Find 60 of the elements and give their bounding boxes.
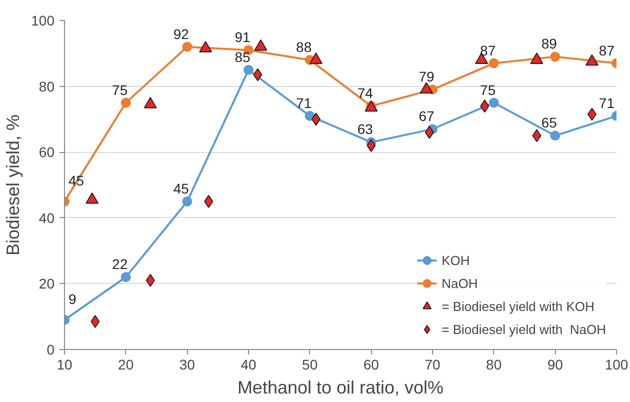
data-label: 22 — [112, 256, 128, 272]
point — [424, 126, 434, 139]
point — [366, 139, 376, 152]
x-tick-label: 90 — [547, 356, 564, 372]
x-tick-label: 80 — [486, 356, 502, 372]
data-label: 87 — [480, 42, 496, 58]
x-tick-label: 20 — [118, 356, 134, 372]
x-tick-label: 60 — [363, 356, 380, 372]
point — [182, 196, 192, 206]
data-label: 87 — [598, 42, 615, 58]
legend-label: KOH — [442, 252, 470, 268]
data-label: 45 — [173, 180, 190, 196]
data-label: 71 — [296, 94, 312, 111]
data-label: 91 — [234, 29, 250, 46]
point — [488, 98, 499, 108]
point — [311, 112, 320, 126]
point — [204, 194, 214, 208]
y-tick-label: 100 — [31, 12, 55, 28]
x-tick-label: 10 — [56, 356, 72, 372]
point — [587, 108, 596, 121]
y-tick-label: 0 — [46, 342, 55, 358]
point — [244, 64, 254, 75]
point — [120, 272, 131, 282]
x-tick-label: 40 — [240, 356, 256, 372]
data-label: 63 — [357, 121, 374, 138]
y-tick-label: 20 — [38, 276, 55, 292]
point — [480, 100, 490, 113]
data-label: 65 — [541, 114, 558, 131]
data-label: 89 — [541, 36, 558, 52]
data-label: 67 — [418, 108, 434, 124]
point — [90, 315, 100, 328]
legend-label: NaOH — [442, 276, 478, 290]
x-axis-title: Methanol to oil ratio, vol% — [237, 378, 444, 398]
legend-label: = Biodiesel yield with KOH — [442, 298, 594, 314]
x-tick-label: 70 — [424, 356, 440, 372]
x-tick-label: 50 — [302, 356, 318, 372]
point — [182, 42, 192, 52]
data-label: 79 — [418, 68, 434, 85]
data-label: 9 — [68, 290, 76, 307]
x-tick-label: 30 — [179, 356, 196, 372]
legend-label: = Biodiesel yield with NaOH — [442, 322, 606, 336]
data-label: 92 — [173, 26, 190, 42]
data-label: 71 — [598, 94, 615, 111]
data-label: 74 — [357, 85, 374, 102]
point — [120, 98, 131, 108]
point — [488, 58, 499, 68]
y-tick-label: 60 — [38, 144, 55, 160]
data-label: 75 — [480, 82, 496, 98]
point — [532, 129, 542, 142]
data-label: 85 — [234, 48, 250, 65]
point — [550, 130, 560, 141]
point — [146, 274, 155, 287]
data-label: 75 — [112, 82, 128, 98]
data-label: 88 — [296, 38, 312, 55]
y-axis-title: Biodiesel yield, % — [3, 114, 24, 256]
x-tick-label: 100 — [604, 356, 628, 372]
y-tick-label: 80 — [38, 78, 55, 94]
point — [550, 52, 560, 62]
y-tick-label: 40 — [38, 210, 55, 226]
point — [253, 68, 262, 82]
